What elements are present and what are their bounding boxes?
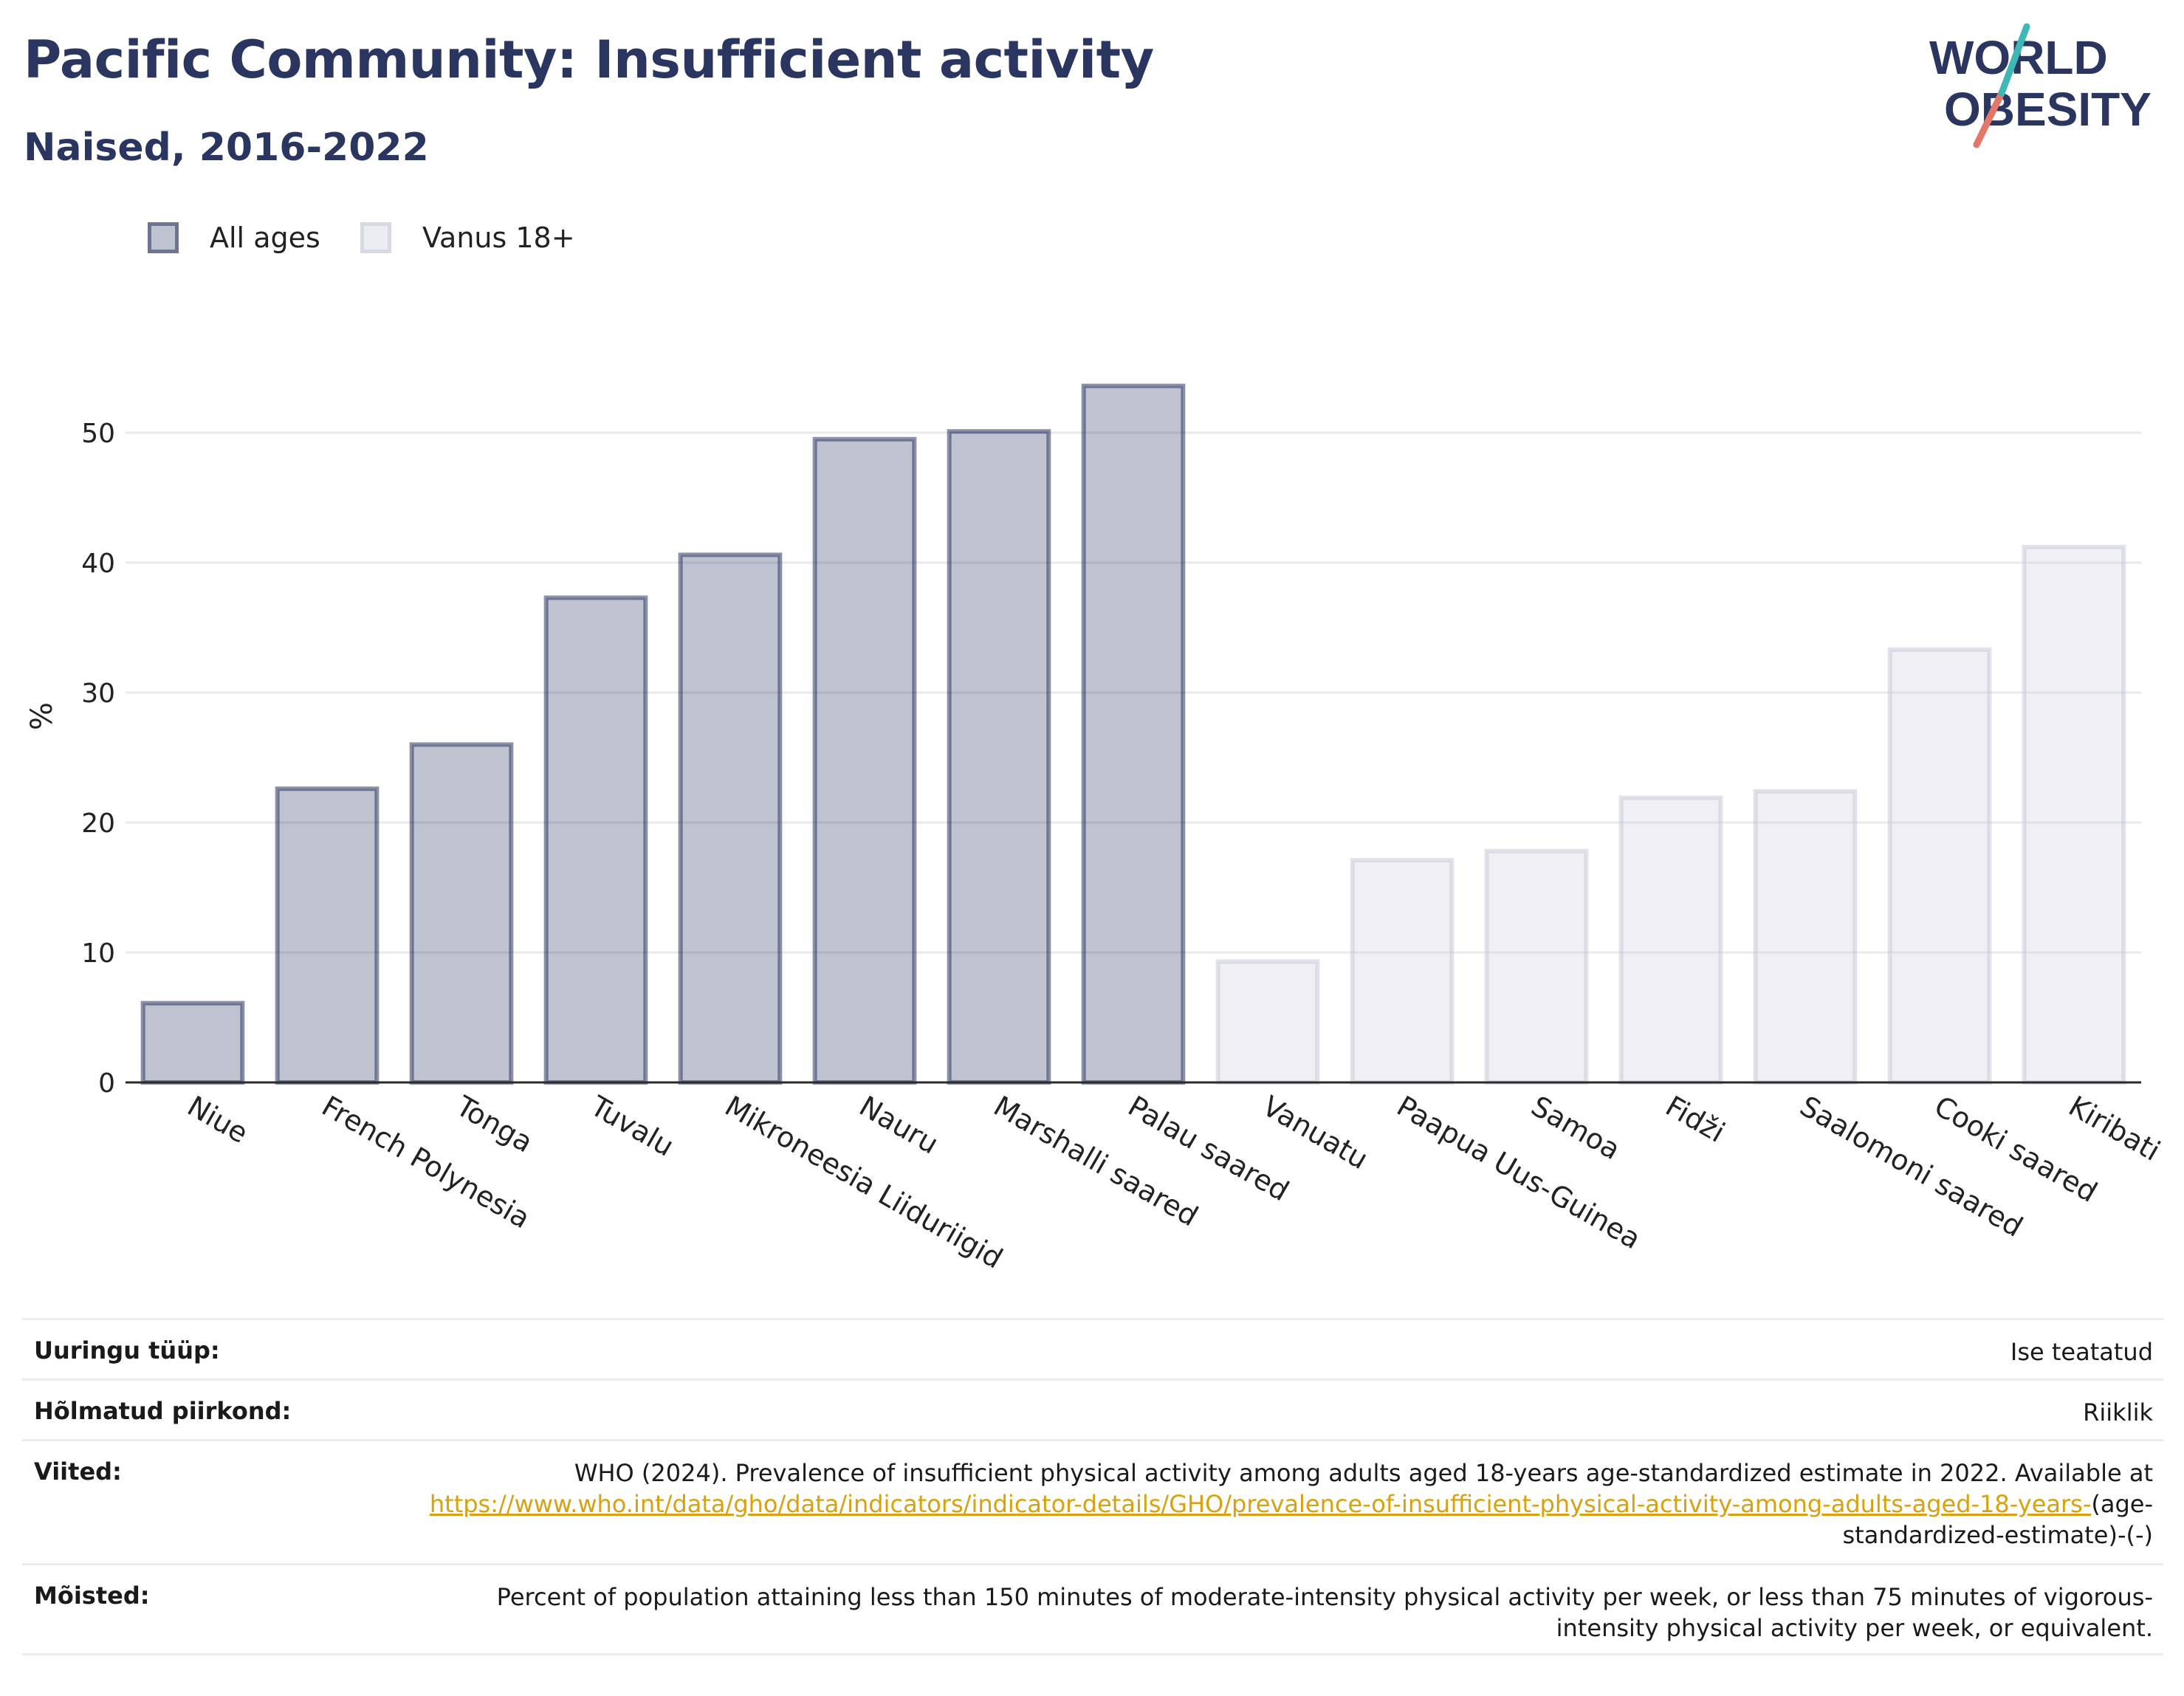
bar [1618,795,1723,1085]
info-row-references: Viited: WHO (2024). Prevalence of insuff… [22,1439,2163,1563]
bar [1887,647,1992,1085]
survey-type-value: Ise teatatud [2010,1338,2153,1366]
bar [409,742,514,1085]
y-tick-label: 30 [81,679,115,709]
references-suffix: (age-standardized-estimate)-(-) [1842,1490,2153,1549]
chart-title: Pacific Community: Insufficient activity [24,30,1154,90]
x-tick-label: Samoa [1526,1090,1626,1167]
legend-swatch-adults [360,222,391,253]
x-tick-label: Nauru [854,1090,944,1161]
survey-type-label: Uuringu tüüp: [34,1336,220,1364]
x-tick-label: Kiribati [2064,1090,2166,1167]
x-tick-label: Saalomoni saared [1795,1090,2029,1243]
legend-label-all-ages: All ages [210,222,320,254]
info-row-survey-type: Uuringu tüüp: Ise teatatud [22,1318,2163,1379]
legend-item-adults[interactable]: Vanus 18+ [360,216,575,260]
coverage-label: Hõlmatud piirkond: [34,1397,292,1425]
references-value: WHO (2024). Prevalence of insufficient p… [396,1458,2153,1551]
y-tick-label: 0 [98,1068,115,1099]
y-axis-label: % [25,702,59,730]
y-tick-label: 10 [81,938,115,969]
coverage-value: Riiklik [2083,1398,2153,1427]
x-tick-label: Vanuatu [1257,1090,1374,1175]
info-row-coverage: Hõlmatud piirkond: Riiklik [22,1379,2163,1439]
bar [678,552,783,1085]
bar [1081,383,1186,1085]
x-tick-label: Niue [182,1090,254,1150]
bar [2022,544,2126,1085]
world-obesity-logo: WORLD OBESITY [1929,23,2152,148]
bar [1350,858,1455,1085]
bar [812,436,917,1085]
y-tick-label: 50 [81,419,115,449]
legend-swatch-all-ages [148,222,179,253]
bar [1215,959,1320,1085]
bar [275,786,380,1085]
logo-word-2: OBESITY [1944,83,2152,136]
legend-item-all-ages[interactable]: All ages [148,216,320,260]
definitions-value: Percent of population attaining less tha… [496,1583,2153,1642]
references-label: Viited: [34,1458,122,1486]
x-tick-label: Tonga [450,1089,538,1158]
y-tick-label: 20 [81,808,115,839]
bar [947,429,1051,1085]
references-text: WHO (2024). Prevalence of insufficient p… [574,1459,2153,1487]
references-link[interactable]: https://www.who.int/data/gho/data/indica… [429,1490,2092,1518]
legend-label-adults: Vanus 18+ [422,222,575,254]
x-tick-label: Tuvalu [585,1089,679,1163]
bar [1484,848,1589,1085]
x-tick-label: Paapua Uus-Guinea [1392,1090,1646,1256]
x-tick-label: Fidži [1661,1090,1731,1149]
definitions-label: Mõisted: [34,1582,150,1610]
bar [543,595,648,1085]
bar [140,1000,245,1085]
info-row-definitions: Mõisted: Percent of population attaining… [22,1563,2163,1655]
bar [1753,789,1858,1085]
y-tick-label: 40 [81,549,115,579]
chart-subtitle: Naised, 2016-2022 [24,126,429,170]
info-table: Uuringu tüüp: Ise teatatud Hõlmatud piir… [22,1318,2163,1655]
